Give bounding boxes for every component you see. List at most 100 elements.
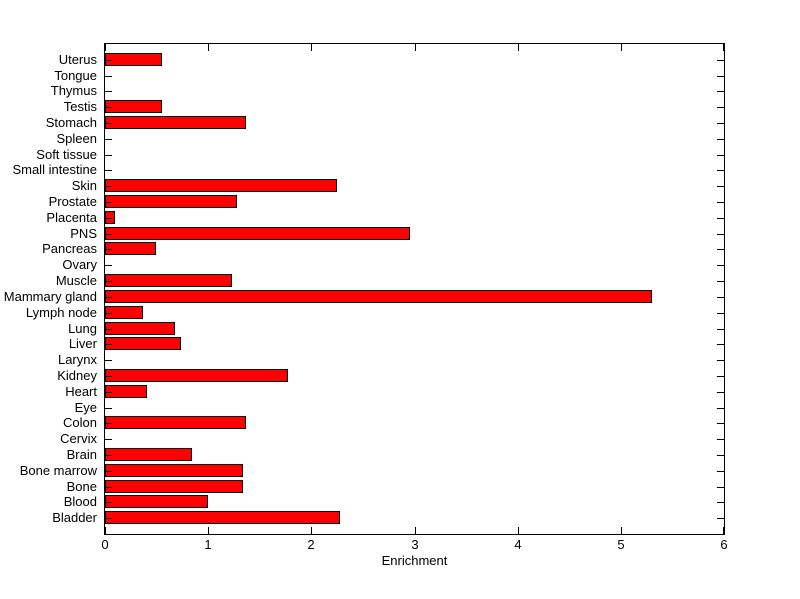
y-tick-left (105, 471, 112, 472)
y-tick-right (717, 518, 724, 519)
x-tick-label-4: 4 (514, 537, 522, 552)
y-tick-label-spleen: Spleen (56, 131, 97, 146)
y-tick-right (717, 186, 724, 187)
y-tick-left (105, 376, 112, 377)
y-tick-label-larynx: Larynx (57, 352, 97, 367)
x-tick-bottom (518, 527, 519, 534)
bar-pancreas (105, 242, 156, 255)
y-tick-label-stomach: Stomach (45, 115, 97, 130)
x-tick-bottom (105, 527, 106, 534)
y-tick-label-thymus: Thymus (50, 83, 97, 98)
x-tick-label-0: 0 (101, 537, 109, 552)
bar-bone-marrow (105, 464, 243, 477)
y-tick-label-pancreas: Pancreas (42, 241, 97, 256)
y-tick-label-colon: Colon (63, 415, 97, 430)
y-tick-right (717, 123, 724, 124)
bar-lung (105, 322, 175, 335)
y-tick-right (717, 76, 724, 77)
y-tick-right (717, 471, 724, 472)
bar-prostate (105, 195, 237, 208)
y-tick-label-bone: Bone (66, 479, 97, 494)
y-tick-right (717, 408, 724, 409)
bar-muscle (105, 274, 232, 287)
y-tick-label-uterus: Uterus (58, 52, 97, 67)
x-tick-top (723, 44, 724, 51)
y-tick-right (717, 423, 724, 424)
y-tick-left (105, 455, 112, 456)
y-tick-right (717, 455, 724, 456)
x-tick-label-3: 3 (411, 537, 419, 552)
bar-liver (105, 337, 181, 350)
y-tick-label-cervix: Cervix (60, 431, 97, 446)
y-tick-label-bladder: Bladder (52, 510, 97, 525)
y-tick-right (717, 313, 724, 314)
bar-pns (105, 227, 410, 240)
y-tick-label-heart: Heart (65, 384, 97, 399)
y-tick-left (105, 249, 112, 250)
y-tick-left (105, 91, 112, 92)
y-tick-left (105, 123, 112, 124)
y-tick-left (105, 313, 112, 314)
bar-kidney (105, 369, 288, 382)
y-tick-left (105, 518, 112, 519)
x-tick-bottom (208, 527, 209, 534)
y-tick-label-kidney: Kidney (57, 368, 97, 383)
plot-area (104, 43, 725, 535)
y-tick-right (717, 265, 724, 266)
bar-mammary-gland (105, 290, 652, 303)
y-tick-left (105, 170, 112, 171)
y-tick-right (717, 360, 724, 361)
y-tick-left (105, 155, 112, 156)
y-tick-right (717, 218, 724, 219)
y-tick-label-pns: PNS (70, 226, 97, 241)
bar-blood (105, 495, 208, 508)
y-tick-label-brain: Brain (66, 447, 97, 462)
y-tick-right (717, 249, 724, 250)
x-tick-bottom (311, 527, 312, 534)
y-tick-left (105, 487, 112, 488)
bar-placenta (105, 211, 115, 224)
y-tick-left (105, 234, 112, 235)
y-tick-right (717, 376, 724, 377)
y-tick-label-liver: Liver (68, 336, 97, 351)
x-tick-label-5: 5 (617, 537, 625, 552)
y-tick-label-skin: Skin (71, 178, 97, 193)
y-tick-right (717, 502, 724, 503)
y-tick-right (717, 202, 724, 203)
y-tick-left (105, 439, 112, 440)
x-tick-top (621, 44, 622, 51)
y-tick-left (105, 76, 112, 77)
x-tick-bottom (723, 527, 724, 534)
y-tick-right (717, 107, 724, 108)
y-tick-label-small-intestine: Small intestine (12, 162, 97, 177)
y-tick-label-testis: Testis (63, 99, 97, 114)
y-tick-right (717, 60, 724, 61)
x-axis-title: Enrichment (381, 553, 448, 568)
y-tick-left (105, 107, 112, 108)
y-tick-label-bone-marrow: Bone marrow (19, 463, 97, 478)
bar-testis (105, 100, 162, 113)
y-tick-left (105, 218, 112, 219)
y-tick-right (717, 234, 724, 235)
y-tick-label-prostate: Prostate (48, 194, 97, 209)
x-tick-top (311, 44, 312, 51)
y-tick-left (105, 139, 112, 140)
y-tick-right (717, 155, 724, 156)
x-tick-label-1: 1 (204, 537, 212, 552)
y-tick-left (105, 502, 112, 503)
y-tick-label-ovary: Ovary (62, 257, 97, 272)
y-tick-label-mammary-gland: Mammary gland (3, 289, 97, 304)
y-tick-label-tongue: Tongue (54, 68, 97, 83)
y-tick-label-soft-tissue: Soft tissue (36, 147, 97, 162)
y-tick-right (717, 139, 724, 140)
y-tick-left (105, 297, 112, 298)
bar-bone (105, 480, 243, 493)
y-tick-left (105, 344, 112, 345)
y-tick-left (105, 392, 112, 393)
y-tick-left (105, 408, 112, 409)
y-tick-right (717, 329, 724, 330)
y-tick-label-lung: Lung (68, 321, 97, 336)
y-tick-left (105, 60, 112, 61)
x-tick-top (208, 44, 209, 51)
y-tick-left (105, 265, 112, 266)
